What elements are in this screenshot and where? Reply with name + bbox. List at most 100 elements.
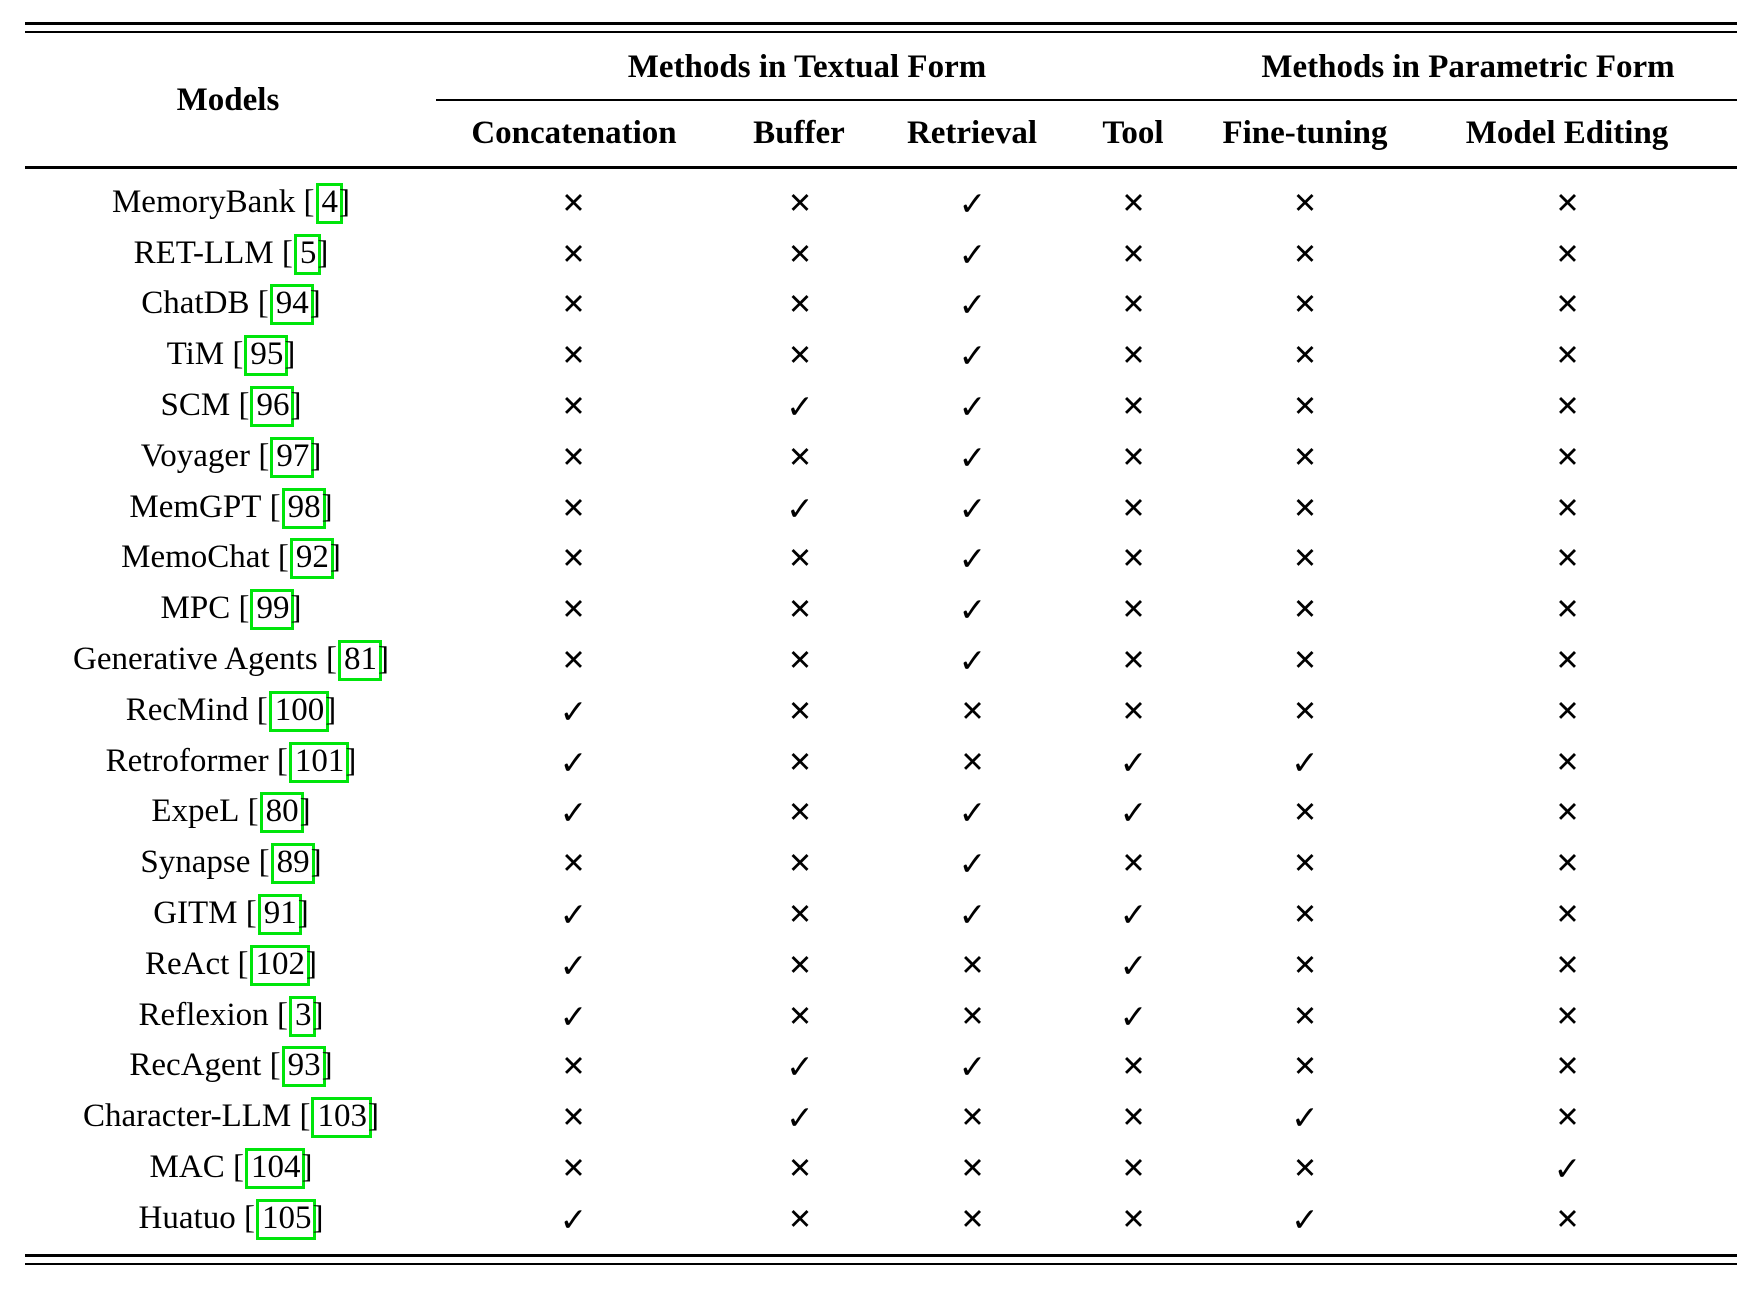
mark-cell: ✓ — [559, 742, 588, 782]
mark-cell: ✓ — [786, 1098, 814, 1138]
citation-link[interactable]: 81 — [337, 640, 382, 682]
mark-cell: ✕ — [787, 795, 813, 830]
citation-link[interactable]: 5 — [293, 233, 322, 275]
citation-close-bracket: ] — [309, 285, 321, 322]
citation-link[interactable]: 91 — [257, 894, 302, 936]
mark-cell: ✓ — [958, 844, 987, 884]
mark-cell: ✕ — [1292, 236, 1318, 271]
column-header-tool: Tool — [1102, 115, 1164, 151]
citation-link[interactable]: 95 — [244, 335, 289, 377]
mark-cell: ✕ — [1121, 439, 1146, 474]
mark-cell: ✕ — [787, 846, 813, 881]
mark-cell: ✕ — [561, 1151, 586, 1186]
column-header-retrieval: Retrieval — [906, 115, 1038, 151]
model-name: MPC — [160, 590, 231, 627]
citation-open-bracket: [ — [303, 183, 315, 220]
mark-cell: ✕ — [1292, 338, 1318, 373]
mark-cell: ✕ — [787, 643, 813, 678]
mark-cell: ✓ — [958, 183, 987, 223]
mark-cell: ✕ — [1121, 1100, 1146, 1135]
citation-link[interactable]: 102 — [249, 944, 311, 986]
model-name: TiM — [166, 336, 225, 373]
citation-open-bracket: [ — [247, 793, 259, 830]
citation-link[interactable]: 80 — [259, 792, 304, 834]
model-name-cell: MemGPT [98] — [129, 487, 333, 529]
citation-open-bracket: [ — [243, 1199, 255, 1236]
citation-open-bracket: [ — [258, 844, 270, 881]
span-header-parametric-form: Methods in Parametric Form — [1261, 49, 1675, 85]
mark-cell: ✓ — [958, 793, 987, 833]
citation-link[interactable]: 97 — [270, 436, 315, 478]
mark-cell: ✕ — [561, 287, 586, 322]
model-name: SCM — [160, 387, 231, 424]
citation-close-bracket: ] — [306, 945, 318, 982]
mark-cell: ✕ — [1555, 795, 1580, 830]
mark-cell: ✕ — [561, 236, 586, 271]
citation-link[interactable]: 94 — [269, 284, 314, 326]
table-top-rule-outer — [25, 22, 1737, 25]
mark-cell: ✕ — [1292, 389, 1318, 424]
citation-link[interactable]: 92 — [289, 538, 334, 580]
citation-link[interactable]: 89 — [270, 843, 315, 885]
citation-link[interactable]: 103 — [311, 1097, 372, 1139]
mark-cell: ✕ — [1292, 947, 1318, 982]
mark-cell: ✕ — [1292, 998, 1318, 1033]
mark-cell: ✕ — [1555, 1201, 1580, 1236]
model-name-cell: RecAgent [93] — [129, 1046, 333, 1088]
span-header-textual-form: Methods in Textual Form — [627, 49, 987, 85]
mark-cell: ✕ — [787, 897, 813, 932]
model-name: GITM — [153, 895, 238, 932]
mark-cell: ✕ — [1121, 693, 1146, 728]
mark-cell: ✕ — [960, 947, 985, 982]
mark-cell: ✓ — [559, 996, 588, 1036]
mark-cell: ✕ — [1555, 185, 1580, 220]
mark-cell: ✕ — [787, 541, 813, 576]
mark-cell: ✕ — [1555, 592, 1580, 627]
citation-link[interactable]: 100 — [268, 690, 330, 732]
mark-cell: ✓ — [559, 945, 588, 985]
citation-link[interactable]: 93 — [281, 1046, 326, 1088]
model-name: Voyager — [140, 437, 251, 474]
model-name: ExpeL — [151, 793, 240, 830]
citation-link[interactable]: 98 — [281, 487, 326, 529]
citation-link[interactable]: 96 — [250, 386, 295, 428]
citation-link[interactable]: 3 — [288, 995, 317, 1037]
citation-open-bracket: [ — [238, 590, 250, 627]
model-name-cell: MemoryBank [4] — [112, 182, 350, 224]
citation-link[interactable]: 105 — [255, 1198, 317, 1240]
mark-cell: ✕ — [561, 389, 586, 424]
mark-cell: ✓ — [1553, 1149, 1582, 1189]
mark-cell: ✕ — [1121, 1049, 1146, 1084]
mark-cell: ✕ — [1555, 693, 1580, 728]
mark-cell: ✕ — [561, 541, 586, 576]
citation-close-bracket: ] — [312, 996, 324, 1033]
citation-link[interactable]: 101 — [288, 741, 350, 783]
mark-cell: ✕ — [1292, 287, 1318, 322]
mark-cell: ✓ — [958, 234, 987, 274]
column-header-concatenation: Concatenation — [471, 115, 677, 151]
mark-cell: ✕ — [1121, 1201, 1146, 1236]
mark-cell: ✕ — [561, 439, 586, 474]
mark-cell: ✓ — [1291, 1199, 1319, 1239]
citation-close-bracket: ] — [301, 1149, 313, 1186]
model-name-cell: SCM [96] — [160, 386, 301, 428]
model-name-cell: Synapse [89] — [140, 843, 322, 885]
mark-cell: ✕ — [1121, 643, 1146, 678]
citation-link[interactable]: 4 — [315, 182, 344, 224]
model-name-cell: Reflexion [3] — [139, 995, 324, 1037]
mark-cell: ✕ — [1555, 897, 1580, 932]
mark-cell: ✕ — [960, 693, 985, 728]
citation-close-bracket: ] — [310, 844, 322, 881]
table-bottom-rule-inner — [25, 1254, 1737, 1257]
citation-link[interactable]: 99 — [250, 589, 295, 631]
column-header-models: Models — [176, 82, 280, 118]
mark-cell: ✕ — [1292, 439, 1318, 474]
mark-cell: ✓ — [559, 1199, 588, 1239]
column-header-model-editing: Model Editing — [1465, 115, 1669, 151]
citation-open-bracket: [ — [277, 539, 289, 576]
citation-close-bracket: ] — [299, 793, 311, 830]
model-name: RecMind — [125, 691, 249, 728]
citation-link[interactable]: 104 — [244, 1148, 306, 1190]
mark-cell: ✓ — [958, 336, 987, 376]
mark-cell: ✕ — [561, 592, 586, 627]
